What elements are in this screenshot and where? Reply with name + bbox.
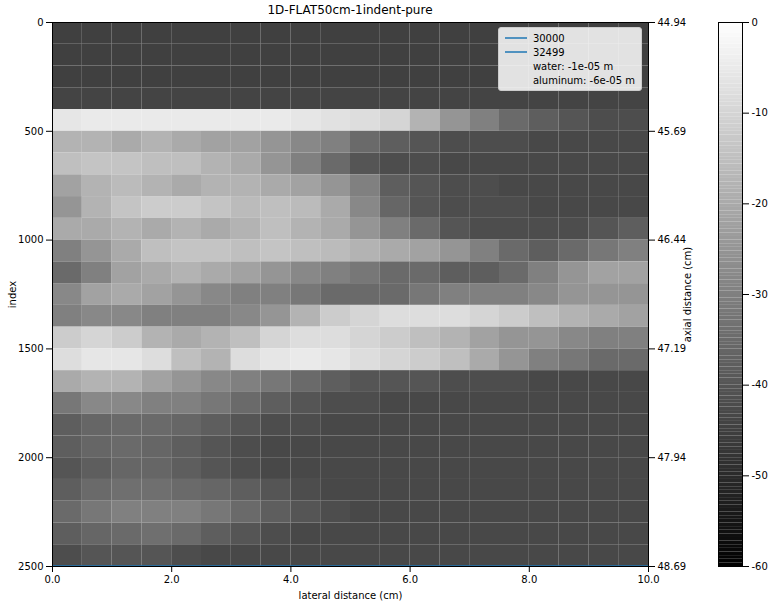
svg-text:46.44: 46.44 [658,234,687,245]
svg-text:0.0: 0.0 [45,574,61,585]
svg-text:4.0: 4.0 [283,574,299,585]
svg-text:axial distance (cm): axial distance (cm) [682,247,693,343]
svg-text:0: 0 [752,17,758,28]
svg-text:48.69: 48.69 [658,561,687,572]
html-text:water: -1e-05 m: water: -1e-05 m [532,60,614,72]
svg-text:-40: -40 [752,379,768,390]
html-text:aluminum: -6e-05 m: aluminum: -6e-05 m [532,74,635,86]
svg-text:0: 0 [37,17,43,28]
svg-text:-10: -10 [752,107,768,118]
svg-text:lateral distance (cm): lateral distance (cm) [299,590,403,601]
svg-text:-50: -50 [752,470,768,481]
svg-text:1500: 1500 [18,343,43,354]
svg-text:2.0: 2.0 [164,574,180,585]
html-text:32499: 32499 [532,46,565,58]
svg-text:-20: -20 [752,198,768,209]
svg-text:6.0: 6.0 [402,574,418,585]
svg-text:index: index [7,281,18,308]
svg-text:10.0: 10.0 [637,574,659,585]
svg-text:8.0: 8.0 [521,574,537,585]
svg-text:500: 500 [24,126,43,137]
svg-text:47.19: 47.19 [658,343,687,354]
html-text:30000: 30000 [532,32,565,44]
svg-text:1000: 1000 [18,234,43,245]
svg-text:2000: 2000 [18,452,43,463]
svg-text:-60: -60 [752,561,768,572]
svg-text:45.69: 45.69 [658,126,687,137]
svg-text:44.94: 44.94 [658,17,687,28]
html-text:1D-FLAT50cm-1indent-pure: 1D-FLAT50cm-1indent-pure [267,3,433,17]
svg-text:47.94: 47.94 [658,452,687,463]
svg-text:-30: -30 [752,289,768,300]
svg-text:2500: 2500 [18,561,43,572]
